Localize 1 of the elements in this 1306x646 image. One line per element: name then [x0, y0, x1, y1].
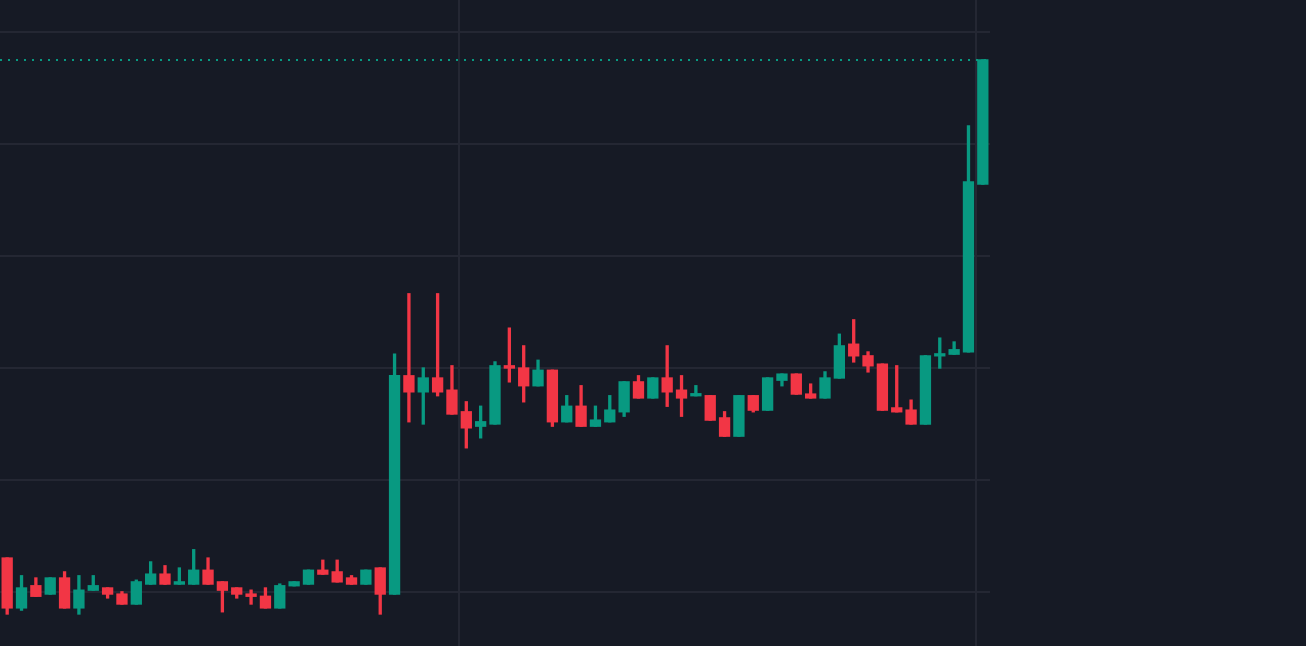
candlestick	[403, 293, 415, 423]
